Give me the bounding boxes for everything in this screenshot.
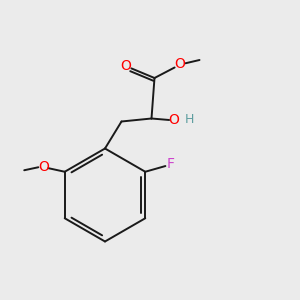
Text: F: F xyxy=(167,157,175,171)
Text: O: O xyxy=(38,160,49,174)
Text: O: O xyxy=(121,59,131,73)
Text: H: H xyxy=(185,113,194,126)
Text: O: O xyxy=(169,113,179,127)
Text: O: O xyxy=(175,58,185,71)
